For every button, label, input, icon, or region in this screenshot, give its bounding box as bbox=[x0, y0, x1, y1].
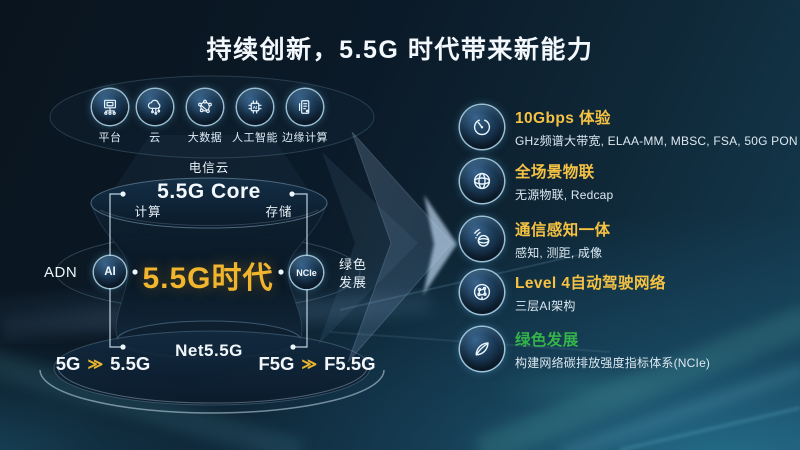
bottom-platter bbox=[53, 330, 371, 406]
ai-badge: AI bbox=[94, 256, 126, 288]
capability-title: 10Gbps 体验 bbox=[515, 110, 611, 127]
green-line2: 发展 bbox=[338, 275, 367, 290]
capability-subtitle: 构建网络碳排放强度指标体系(NCIe) bbox=[515, 356, 711, 370]
platform-item: 平台 bbox=[80, 89, 140, 145]
capability-item-green: 绿色发展 构建网络碳排放强度指标体系(NCIe) bbox=[460, 327, 795, 371]
capability-item-iot: 全场景物联 无源物联, Redcap bbox=[460, 159, 795, 203]
slide-title: 持续创新，5.5G 时代带来新能力 bbox=[206, 36, 594, 64]
capability-title: 全场景物联 bbox=[515, 164, 595, 181]
flow-arrow bbox=[318, 131, 457, 363]
ai-chip-icon: AI bbox=[237, 89, 273, 125]
evo-to: 5.5G bbox=[110, 353, 151, 374]
platform-icon bbox=[92, 89, 128, 125]
evo-to: F5.5G bbox=[324, 353, 376, 374]
sensing-icon bbox=[460, 217, 504, 261]
big-data-icon bbox=[187, 89, 223, 125]
storage-label: 存储 bbox=[265, 205, 293, 219]
evolution-f5g: F5G ≫ F5.5G bbox=[258, 353, 376, 375]
evo-from: 5G bbox=[55, 353, 81, 374]
gauge-icon bbox=[460, 105, 504, 149]
capability-title: 绿色发展 bbox=[515, 332, 579, 349]
telecom-cloud-label: 电信云 bbox=[188, 161, 230, 175]
net55g-label: Net5.5G bbox=[175, 341, 243, 360]
core-label: 5.5G Core bbox=[157, 180, 261, 203]
ai-label: 人工智能 bbox=[232, 132, 278, 144]
cloud-icon bbox=[137, 89, 173, 125]
projection-cone bbox=[112, 135, 310, 192]
capability-title: Level 4自动驾驶网络 bbox=[515, 275, 666, 292]
capability-subtitle: 三层AI架构 bbox=[515, 299, 576, 313]
leaf-icon bbox=[460, 327, 504, 371]
capability-item-autonomous: Level 4自动驾驶网络 三层AI架构 bbox=[460, 270, 795, 314]
edge-computing-item: 边缘计算 bbox=[275, 89, 335, 145]
compute-label: 计算 bbox=[134, 205, 162, 219]
evo-from: F5G bbox=[258, 353, 295, 374]
capability-subtitle: 感知, 测距, 成像 bbox=[515, 246, 603, 260]
edge-computing-icon bbox=[287, 89, 323, 125]
capability-subtitle: GHz频谱大带宽, ELAA-MM, MBSC, FSA, 50G PON ⋯ bbox=[515, 134, 800, 148]
iot-globe-icon bbox=[460, 159, 504, 203]
adn-label: ADN bbox=[44, 264, 78, 281]
ai-brain-icon bbox=[460, 270, 504, 314]
era-label: 5.5G时代 bbox=[142, 262, 274, 295]
cloud-label: 云 bbox=[149, 132, 161, 144]
ncie-badge: NCIe bbox=[290, 256, 323, 289]
capability-title: 通信感知一体 bbox=[515, 222, 611, 239]
evolution-5g: 5G ≫ 5.5G bbox=[48, 353, 158, 375]
green-development-label: 绿色 发展 bbox=[333, 256, 373, 292]
bracket-dots bbox=[120, 191, 296, 350]
double-chevron-icon: ≫ bbox=[87, 356, 104, 373]
cloud-item: 云 bbox=[125, 89, 185, 145]
double-chevron-icon: ≫ bbox=[301, 356, 318, 373]
platter-inner-arc bbox=[57, 368, 368, 404]
big-data-label: 大数据 bbox=[187, 132, 223, 144]
big-data-item: 大数据 bbox=[175, 89, 235, 145]
platter-outer-arc bbox=[39, 369, 385, 414]
edge-computing-label: 边缘计算 bbox=[282, 132, 328, 144]
platform-label: 平台 bbox=[98, 132, 122, 144]
capability-item-sensing: 通信感知一体 感知, 测距, 成像 bbox=[460, 217, 795, 261]
capability-item-10gbps: 10Gbps 体验 GHz频谱大带宽, ELAA-MM, MBSC, FSA, … bbox=[460, 105, 800, 149]
funnel-top-rim bbox=[90, 177, 328, 229]
svg-text:AI: AI bbox=[253, 105, 258, 110]
green-line1: 绿色 bbox=[338, 257, 367, 272]
ai-item: AI 人工智能 bbox=[225, 89, 285, 145]
capability-subtitle: 无源物联, Redcap bbox=[515, 188, 614, 202]
